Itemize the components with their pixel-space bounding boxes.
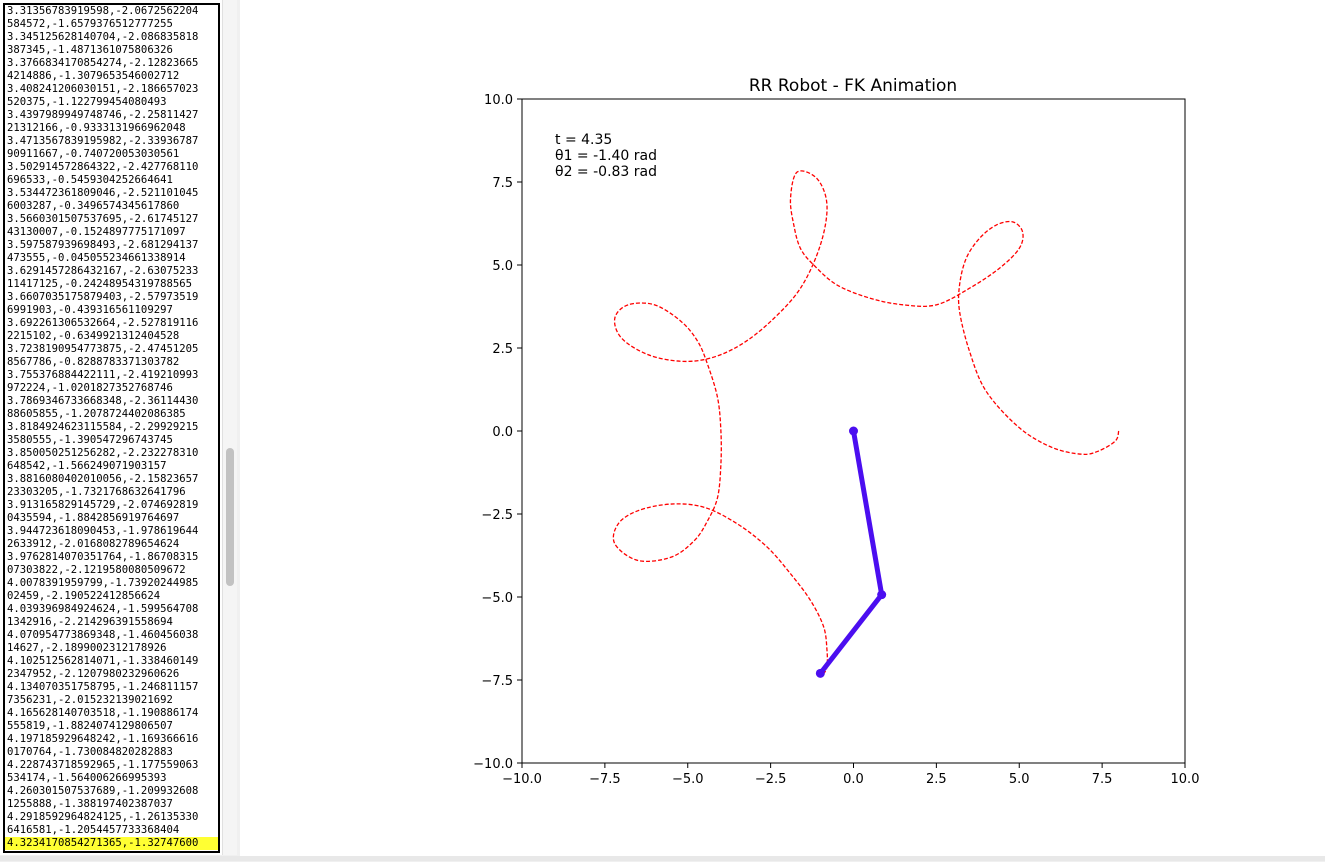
y-tick-label: −10.0 xyxy=(473,757,513,772)
log-line: 6003287,-0.3496574345617860 xyxy=(7,200,180,212)
y-tick-label: 2.5 xyxy=(492,342,513,357)
log-line: 555819,-1.8824074129806507 xyxy=(7,720,173,732)
log-line: 7356231,-2.015232139021692 xyxy=(7,694,173,706)
log-line: 1342916,-2.214296391558694 xyxy=(7,616,173,628)
log-line: 14627,-2.1899002312178926 xyxy=(7,642,167,654)
log-line: 1255888,-1.388197402387037 xyxy=(7,798,173,810)
log-line: 3.408241206030151,-2.186657023 xyxy=(7,83,199,95)
log-line: 3.502914572864322,-2.427768110 xyxy=(7,161,199,173)
x-tick-label: −2.5 xyxy=(755,772,787,787)
log-line: 3.850050251256282,-2.232278310 xyxy=(7,447,199,459)
log-line: 3.6607035175879403,-2.57973519 xyxy=(7,291,199,303)
log-scrollbar-thumb[interactable] xyxy=(226,448,234,586)
log-line: 23303205,-1.7321768632641796 xyxy=(7,486,186,498)
log-line: 3.7238190954773875,-2.47451205 xyxy=(7,343,199,355)
x-tick-label: 2.5 xyxy=(926,772,947,787)
x-tick-label: −7.5 xyxy=(589,772,621,787)
log-line: 88605855,-1.2078724402086385 xyxy=(7,408,186,420)
log-line: 2215102,-0.6349921312404528 xyxy=(7,330,180,342)
x-tick-label: 10.0 xyxy=(1171,772,1200,787)
log-line: 3.913165829145729,-2.074692819 xyxy=(7,499,199,511)
log-line: 534174,-1.564006266995393 xyxy=(7,772,167,784)
log-line: 90911667,-0.740720053030561 xyxy=(7,148,180,160)
log-line: 4.165628140703518,-1.190886174 xyxy=(7,707,199,719)
end-effector xyxy=(815,668,825,678)
log-line: 387345,-1.4871361075806326 xyxy=(7,44,173,56)
theta2-readout: θ2 = -0.83 rad xyxy=(555,164,657,180)
log-line: 4.134070351758795,-1.246811157 xyxy=(7,681,199,693)
log-line: 4.2918592964824125,-1.26135330 xyxy=(7,811,199,823)
window-bottom-edge xyxy=(0,856,1325,861)
log-line: 0170764,-1.730084820282883 xyxy=(7,746,173,758)
log-line: 3580555,-1.390547296743745 xyxy=(7,434,173,446)
log-line: 3.944723618090453,-1.978619644 xyxy=(7,525,199,537)
theta1-readout: θ1 = -1.40 rad xyxy=(555,148,657,164)
y-tick-label: 0.0 xyxy=(492,425,513,440)
time-readout: t = 4.35 xyxy=(555,132,612,148)
log-line: 4214886,-1.3079653546002712 xyxy=(7,70,180,82)
x-tick-label: 5.0 xyxy=(1009,772,1030,787)
fk-animation-plot: RR Robot - FK Animation −10.0 −7.5 −5.0 −2.… xyxy=(473,76,1200,787)
log-line: 3.597587939698493,-2.681294137 xyxy=(7,239,199,251)
log-line: 02459,-2.190522412856624 xyxy=(7,590,161,602)
angle-log-list[interactable]: 3.31356783919598,-2.0672562204 584572,-1.… xyxy=(3,3,220,853)
log-line: 3.345125628140704,-2.086835818 xyxy=(7,31,199,43)
log-line: 584572,-1.6579376512777255 xyxy=(7,18,173,30)
log-line: 4.228743718592965,-1.177559063 xyxy=(7,759,199,771)
log-line: 4.260301507537689,-1.209932608 xyxy=(7,785,199,797)
log-line: 4.197185929648242,-1.169366616 xyxy=(7,733,199,745)
log-panel: 3.31356783919598,-2.0672562204 584572,-1.… xyxy=(0,0,223,855)
base-joint xyxy=(849,426,858,436)
log-line: 3.8816080402010056,-2.15823657 xyxy=(7,473,199,485)
y-tick-label: −2.5 xyxy=(481,508,513,523)
end-effector-trace xyxy=(612,170,1120,675)
y-tick-label: −7.5 xyxy=(481,674,513,689)
log-line: 0435594,-1.8842856919764697 xyxy=(7,512,180,524)
y-tick-label: 5.0 xyxy=(492,259,513,274)
log-line: 11417125,-0.24248954319788565 xyxy=(7,278,192,290)
log-line: 3.8184924623115584,-2.29929215 xyxy=(7,421,199,433)
plot-title: RR Robot - FK Animation xyxy=(749,76,957,96)
log-line: 21312166,-0.9333131966962048 xyxy=(7,122,186,134)
x-tick-label: 0.0 xyxy=(843,772,864,787)
log-line: 520375,-1.122799454080493 xyxy=(7,96,167,108)
log-line: 648542,-1.566249071903157 xyxy=(7,460,167,472)
log-line: 4.102512562814071,-1.338460149 xyxy=(7,655,199,667)
log-line: 4.0078391959799,-1.73920244985 xyxy=(7,577,199,589)
log-line: 8567786,-0.8288783371303782 xyxy=(7,356,180,368)
log-line: 6416581,-1.2054457733368404 xyxy=(7,824,180,836)
log-line-current: 4.3234170854271365,-1.32747600 xyxy=(5,837,218,850)
log-line: 473555,-0.045055234661338914 xyxy=(7,252,186,264)
log-line: 3.9762814070351764,-1.86708315 xyxy=(7,551,199,563)
log-line: 3.692261306532664,-2.527819116 xyxy=(7,317,199,329)
log-line: 43130007,-0.1524897775171097 xyxy=(7,226,186,238)
y-tick-label: −5.0 xyxy=(481,591,513,606)
log-line: 3.4397989949748746,-2.25811427 xyxy=(7,109,199,121)
log-line: 2633912,-2.0168082789654624 xyxy=(7,538,180,550)
log-line: 3.31356783919598,-2.0672562204 xyxy=(7,5,199,17)
log-line: 3.755376884422111,-2.419210993 xyxy=(7,369,199,381)
log-line: 3.4713567839195982,-2.33936787 xyxy=(7,135,199,147)
log-line: 4.070954773869348,-1.460456038 xyxy=(7,629,199,641)
y-tick-label: 10.0 xyxy=(484,93,513,108)
x-tick-label: 7.5 xyxy=(1092,772,1113,787)
log-line: 3.6291457286432167,-2.63075233 xyxy=(7,265,199,277)
y-tick-label: 7.5 xyxy=(492,176,513,191)
log-line: 2347952,-2.1207980232960626 xyxy=(7,668,180,680)
log-line: 696533,-0.5459304252664641 xyxy=(7,174,173,186)
log-scrollbar[interactable] xyxy=(222,0,237,855)
x-tick-label: −10.0 xyxy=(502,772,542,787)
log-line: 07303822,-2.1219580080509672 xyxy=(7,564,186,576)
log-line: 3.534472361809046,-2.521101045 xyxy=(7,187,199,199)
log-line: 3.5660301507537695,-2.61745127 xyxy=(7,213,199,225)
log-line: 4.039396984924624,-1.599564708 xyxy=(7,603,199,615)
x-tick-label: −5.0 xyxy=(672,772,704,787)
log-line: 3.3766834170854274,-2.12823665 xyxy=(7,57,199,69)
log-line: 6991903,-0.439316561109297 xyxy=(7,304,173,316)
plot-canvas: RR Robot - FK Animation −10.0 −7.5 −5.0 −2.… xyxy=(240,0,1325,858)
log-line: 972224,-1.0201827352768746 xyxy=(7,382,173,394)
log-line: 3.7869346733668348,-2.36114430 xyxy=(7,395,199,407)
elbow-joint xyxy=(877,590,887,600)
